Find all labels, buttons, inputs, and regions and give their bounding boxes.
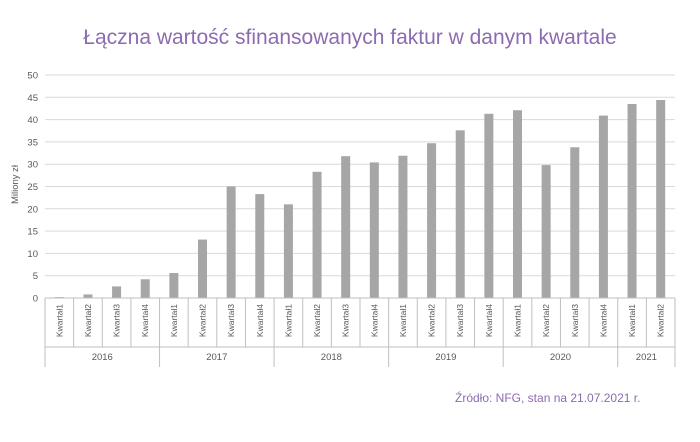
x-tick-label: Kwartał2 (427, 304, 437, 337)
bar (341, 156, 351, 298)
x-tick-label: Kwartał2 (541, 304, 551, 337)
bar (455, 130, 465, 298)
y-tick-label: 0 (33, 294, 38, 305)
bar (112, 286, 122, 298)
gridlines (45, 74, 675, 299)
year-label: 2020 (550, 352, 571, 363)
x-tick-label: Kwartał4 (369, 304, 379, 337)
bar (140, 279, 150, 298)
x-tick-label: Kwartał1 (627, 304, 637, 337)
y-tick-label: 10 (27, 249, 38, 260)
x-tick-label: Kwartał3 (112, 304, 122, 337)
x-tick-label: Kwartał4 (598, 304, 608, 337)
bar (255, 194, 265, 298)
x-tick-label: Kwartał2 (83, 304, 93, 337)
bar (570, 147, 580, 298)
x-tick-label: Kwartał2 (198, 304, 208, 337)
y-tick-label: 20 (27, 204, 38, 215)
chart-title: Łączna wartość sfinansowanych faktur w d… (83, 26, 617, 49)
y-tick-label: 45 (27, 93, 38, 104)
bar (398, 155, 408, 298)
x-tick-label: Kwartał3 (341, 304, 351, 337)
bar (541, 165, 551, 298)
year-label: 2016 (92, 352, 113, 363)
bar (283, 204, 293, 298)
bar (513, 110, 522, 298)
x-tick-label: Kwartał1 (169, 304, 179, 337)
x-tick-label: Kwartał4 (484, 304, 494, 337)
y-tick-label: 40 (27, 115, 38, 126)
year-label: 2021 (636, 352, 657, 363)
y-tick-label: 15 (27, 227, 38, 238)
source-note: Źródło: NFG, stan na 21.07.2021 r. (455, 391, 641, 405)
y-tick-label: 35 (27, 137, 38, 148)
y-axis-label: Miliony zł (10, 164, 21, 204)
bar (226, 186, 236, 298)
x-tick-label: Kwartał4 (140, 304, 150, 337)
x-tick-label: Kwartał1 (398, 304, 408, 337)
bar (627, 103, 637, 299)
y-tick-label: 25 (27, 182, 38, 193)
x-tick-label: Kwartał3 (226, 304, 236, 337)
bar (656, 99, 666, 298)
bars (54, 99, 666, 299)
bar (312, 171, 322, 298)
bar (198, 239, 207, 298)
bar (427, 143, 437, 298)
axes (44, 297, 676, 367)
bar (83, 294, 93, 298)
year-label: 2019 (435, 352, 456, 363)
labels: 0 5 10 15 20 25 30 35 40 45 50 Miliony zł Kwartał1 Kw… (10, 71, 666, 364)
bar (598, 115, 608, 298)
x-tick-label: Kwartał3 (570, 304, 580, 337)
year-label: 2017 (206, 352, 227, 363)
x-tick-label: Kwartał2 (312, 304, 322, 337)
x-tick-label: Kwartał1 (54, 304, 64, 337)
x-tick-label: Kwartał1 (513, 304, 523, 337)
x-tick-label: Kwartał4 (255, 304, 265, 337)
bar (169, 273, 179, 298)
year-label: 2018 (321, 352, 342, 363)
x-tick-label: Kwartał3 (455, 304, 465, 337)
y-tick-label: 50 (27, 71, 38, 82)
bar (484, 113, 494, 298)
y-tick-label: 30 (27, 160, 38, 171)
y-tick-label: 5 (33, 271, 38, 282)
bar (369, 162, 379, 298)
x-tick-label: Kwartał1 (283, 304, 293, 337)
x-tick-label: Kwartał2 (656, 304, 666, 337)
